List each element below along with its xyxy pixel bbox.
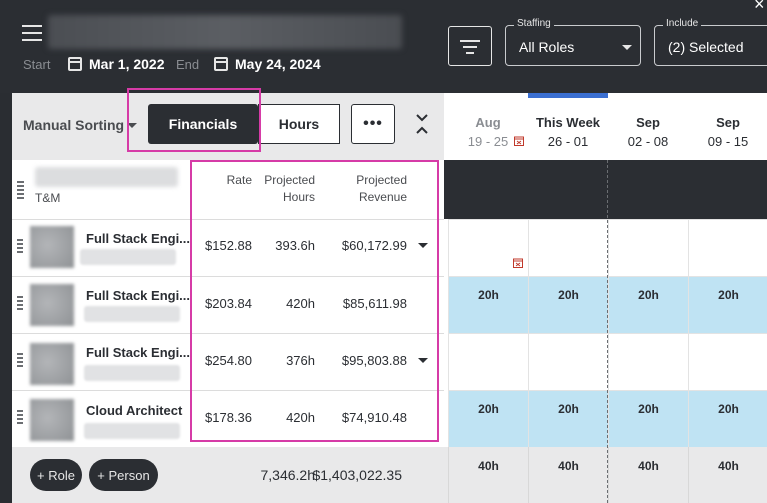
assignee-redacted: [84, 423, 180, 439]
drag-handle-icon[interactable]: [17, 296, 23, 312]
calendar-icon[interactable]: [68, 57, 82, 71]
week-total: 40h: [528, 447, 608, 503]
role-title[interactable]: Full Stack Engi...: [86, 345, 191, 360]
sort-chevron-icon[interactable]: [127, 123, 137, 128]
more-options-button[interactable]: •••: [351, 104, 395, 144]
chevron-down-icon: [622, 45, 632, 50]
drag-handle-icon[interactable]: [17, 353, 23, 369]
financial-columns-highlight: [190, 160, 439, 442]
week-total: 40h: [608, 447, 688, 503]
assignee-redacted: [84, 365, 180, 381]
end-label: End: [176, 57, 200, 72]
filter-button[interactable]: [448, 26, 492, 66]
hours-cell: 420h: [286, 410, 315, 425]
allocation-cell[interactable]: 20h: [448, 390, 528, 447]
close-icon[interactable]: ×: [754, 0, 765, 14]
holiday-calendar-icon: [514, 136, 524, 146]
allocation-cell[interactable]: 20h: [688, 276, 767, 333]
calendar-header-band: [444, 160, 767, 219]
allocation-cell[interactable]: 20h: [608, 390, 688, 447]
drag-handle-icon[interactable]: [17, 181, 24, 199]
group-name-redacted: [35, 167, 178, 187]
hours-tab[interactable]: Hours: [258, 104, 340, 144]
rate-cell: $254.80: [205, 353, 252, 368]
avatar: [30, 226, 74, 268]
week-total: 40h: [688, 447, 767, 503]
hours-cell: 393.6h: [275, 238, 315, 253]
assignee-redacted: [84, 306, 180, 322]
role-title[interactable]: Full Stack Engi...: [86, 288, 191, 303]
assignee-redacted: [80, 249, 176, 265]
include-select[interactable]: Include (2) Selected: [654, 18, 767, 66]
allocation-cell[interactable]: [608, 219, 688, 276]
table-row[interactable]: [12, 219, 444, 276]
expand-row-icon[interactable]: [418, 243, 428, 248]
end-date[interactable]: May 24, 2024: [235, 56, 321, 72]
avatar: [30, 343, 74, 385]
avatar: [30, 399, 74, 441]
total-hours: 7,346.2h: [260, 467, 316, 483]
rate-cell: $178.36: [205, 410, 252, 425]
calendar-footer: [444, 447, 767, 503]
allocation-cell[interactable]: 20h: [528, 276, 608, 333]
week-column-header: Aug 19 - 25: [467, 115, 509, 149]
rate-cell: $203.84: [205, 296, 252, 311]
menu-icon[interactable]: [22, 25, 44, 43]
week-column-header: This Week 26 - 01: [535, 115, 601, 149]
drag-handle-icon[interactable]: [17, 239, 23, 255]
role-title[interactable]: Cloud Architect: [86, 403, 183, 418]
revenue-cell: $85,611.98: [342, 296, 407, 311]
allocation-cell[interactable]: [528, 219, 608, 276]
add-person-button[interactable]: + Person: [89, 459, 158, 491]
group-label: T&M: [35, 191, 61, 205]
sort-dropdown[interactable]: Manual Sorting: [23, 117, 125, 133]
include-legend: Include: [663, 18, 702, 29]
calendar-header: [444, 93, 767, 160]
table-row[interactable]: [12, 276, 444, 333]
week-column-header: Sep 02 - 08: [627, 115, 669, 149]
add-role-button[interactable]: + Role: [30, 459, 82, 491]
table-footer: [12, 447, 444, 503]
allocation-cell[interactable]: [608, 333, 688, 390]
hours-cell: 420h: [286, 296, 315, 311]
allocation-cell[interactable]: 20h: [448, 276, 528, 333]
week-column-header: Sep 09 - 15: [707, 115, 749, 149]
projected-hours-header[interactable]: Projected Hours: [264, 173, 315, 204]
rate-cell: $152.88: [205, 238, 252, 253]
revenue-cell: $74,910.48: [341, 410, 407, 425]
revenue-cell: $95,803.88: [341, 353, 407, 368]
allocation-cell[interactable]: 20h: [608, 276, 688, 333]
allocation-cell[interactable]: 20h: [688, 390, 767, 447]
table-row[interactable]: [12, 333, 444, 390]
drag-handle-icon[interactable]: [17, 410, 23, 426]
rate-column-header[interactable]: Rate: [226, 173, 252, 187]
week-total: 40h: [448, 447, 528, 503]
current-week-divider: [607, 160, 608, 503]
include-value: (2) Selected: [668, 39, 744, 55]
total-revenue: $1,403,022.35: [312, 467, 402, 483]
collapse-icon[interactable]: [414, 112, 430, 136]
financials-tab[interactable]: Financials: [148, 104, 258, 144]
start-date[interactable]: Mar 1, 2022: [89, 56, 165, 72]
staffing-value: All Roles: [519, 39, 575, 55]
staffing-legend: Staffing: [514, 18, 554, 29]
allocation-cell[interactable]: [688, 333, 767, 390]
project-title-redacted: [48, 15, 402, 49]
projected-revenue-header[interactable]: Projected Revenue: [356, 173, 407, 204]
expand-row-icon[interactable]: [418, 358, 428, 363]
revenue-cell: $60,172.99: [341, 238, 407, 253]
hours-cell: 376h: [286, 353, 315, 368]
calendar-icon[interactable]: [214, 57, 228, 71]
financials-highlight: [127, 88, 261, 152]
role-title[interactable]: Full Stack Engi...: [86, 231, 191, 246]
holiday-calendar-icon: [513, 258, 523, 268]
allocation-cell[interactable]: [688, 219, 767, 276]
allocation-cell[interactable]: 20h: [528, 390, 608, 447]
avatar: [30, 284, 74, 326]
current-week-indicator: [528, 93, 608, 98]
staffing-select[interactable]: Staffing All Roles: [505, 18, 641, 66]
allocation-cell[interactable]: [448, 333, 528, 390]
allocation-cell[interactable]: [528, 333, 608, 390]
start-label: Start: [23, 57, 51, 72]
